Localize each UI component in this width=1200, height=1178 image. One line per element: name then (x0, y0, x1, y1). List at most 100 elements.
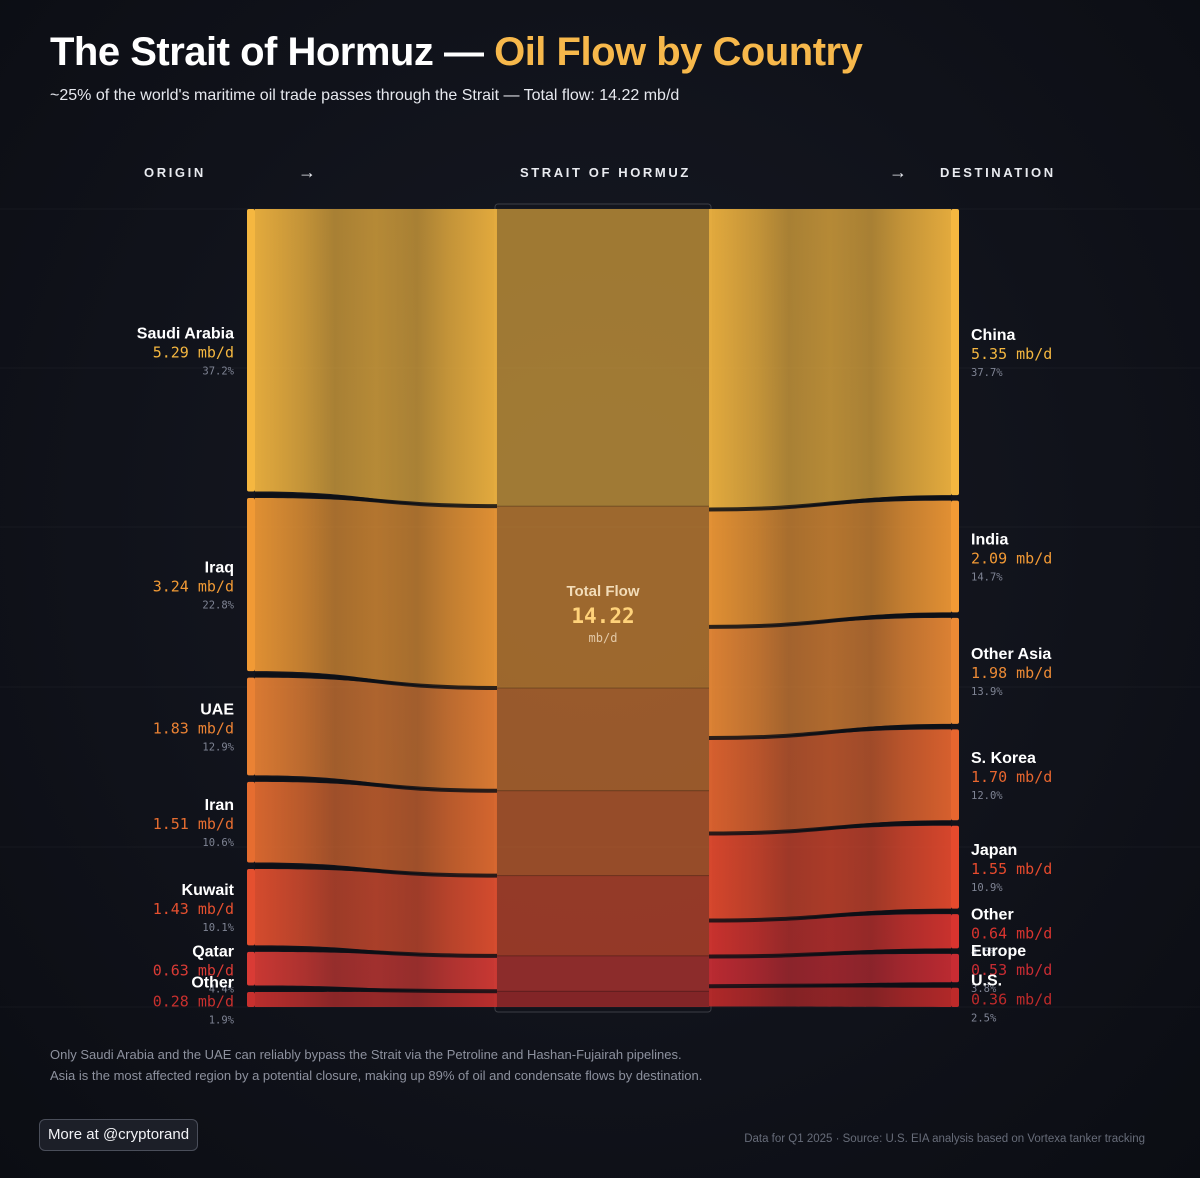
ribbon-separator (708, 909, 952, 923)
origin-node (247, 869, 255, 946)
total-flow-label: Total Flow 14.22 mb/d (566, 583, 639, 645)
origin-node (247, 781, 255, 863)
flow-ribbon-destination (709, 953, 951, 987)
destination-node (951, 987, 959, 1007)
strait-band (497, 790, 709, 876)
ribbon-separator (254, 672, 498, 691)
origin-node (247, 951, 255, 986)
origin-name: Iran (205, 797, 234, 814)
destination-name: China (971, 327, 1016, 344)
destination-value: 5.35 mb/d (971, 345, 1052, 363)
origin-share: 12.9% (202, 741, 234, 753)
ribbon-separator (254, 946, 498, 958)
origin-share: 1.9% (209, 1015, 235, 1027)
destination-share: 37.7% (971, 367, 1003, 379)
destination-name: Other (971, 906, 1014, 923)
origin-share: 22.8% (202, 600, 234, 612)
destination-name: Europe (971, 943, 1026, 960)
destination-value: 0.53 mb/d (971, 961, 1052, 979)
flow-ribbon-origin (255, 951, 497, 992)
destination-node (951, 914, 959, 949)
flow-ribbon-destination (709, 729, 951, 834)
destination-share: 4.5% (971, 946, 997, 958)
destination-value: 0.64 mb/d (971, 924, 1052, 942)
origin-name: Qatar (192, 944, 234, 961)
title-main: The Strait of Hormuz — (50, 30, 495, 74)
destination-value: 1.55 mb/d (971, 860, 1052, 878)
title-accent: Oil Flow by Country (494, 30, 863, 74)
more-button[interactable]: More at @cryptorand (39, 1119, 198, 1151)
strait-band (497, 991, 709, 1007)
origin-share: 10.1% (202, 922, 234, 934)
ribbon-separator (254, 776, 498, 793)
origin-share: 37.2% (202, 365, 234, 377)
strait-band (497, 955, 709, 992)
origin-value: 1.83 mb/d (153, 719, 234, 737)
origin-node (247, 498, 255, 672)
total-flow-value: 14.22 (571, 604, 634, 628)
destination-name: U.S. (971, 972, 1002, 989)
destination-name: Other Asia (971, 646, 1051, 663)
destination-node (951, 729, 959, 821)
destination-node (951, 825, 959, 909)
flow-ribbon-destination (709, 914, 951, 957)
ribbon-separator (254, 987, 498, 994)
subtitle: ~25% of the world's maritime oil trade p… (50, 87, 680, 104)
destination-name: India (971, 532, 1008, 549)
origin-value: 0.63 mb/d (153, 962, 234, 980)
origin-value: 5.29 mb/d (153, 343, 234, 361)
total-flow-unit: mb/d (589, 631, 618, 645)
strait-band (497, 688, 709, 791)
destination-share: 12.0% (971, 790, 1003, 802)
strait-column-header: STRAIT OF HORMUZ (520, 165, 691, 180)
destination-share: 2.5% (971, 1012, 997, 1024)
origin-name: Saudi Arabia (137, 325, 234, 342)
strait-bands (497, 209, 709, 1007)
origin-name: Iraq (205, 560, 234, 577)
origin-value: 1.51 mb/d (153, 815, 234, 833)
destination-node (951, 500, 959, 613)
destination-node (951, 209, 959, 496)
flow-ribbon-destination (709, 209, 951, 510)
strait-band (497, 209, 709, 507)
flow-ribbon-destination (709, 617, 951, 739)
flow-ribbon-destination (709, 986, 951, 1007)
destination-node (951, 953, 959, 983)
ribbon-separator (254, 493, 498, 509)
ribbon-separator (708, 724, 952, 741)
destination-value: 0.36 mb/d (971, 990, 1052, 1008)
origin-node (247, 992, 255, 1007)
note-line-1: Only Saudi Arabia and the UAE can reliab… (50, 1047, 682, 1062)
destination-share: 14.7% (971, 572, 1003, 584)
ribbon-separator (708, 820, 952, 836)
page-title: The Strait of Hormuz — Oil Flow by Count… (50, 30, 863, 75)
origin-share: 4.4% (209, 984, 235, 996)
flow-ribbon-destination (709, 500, 951, 627)
origin-node (247, 209, 255, 492)
origin-name: UAE (200, 701, 234, 718)
ribbon-separator (708, 982, 952, 989)
flow-ribbon-origin (255, 781, 497, 876)
destination-value: 1.98 mb/d (971, 664, 1052, 682)
destination-share: 10.9% (971, 882, 1003, 894)
ribbon-separator (708, 948, 952, 959)
strait-band (497, 875, 709, 956)
origin-name: Kuwait (182, 882, 235, 899)
origin-node (247, 677, 255, 776)
origin-value: 1.43 mb/d (153, 900, 234, 918)
origin-value: 0.28 mb/d (153, 993, 234, 1011)
arrow-right-icon: → (298, 162, 316, 182)
ribbon-separator (708, 495, 952, 512)
flow-ribbon-origin (255, 677, 497, 791)
flow-ribbon-origin (255, 209, 497, 507)
destination-name: S. Korea (971, 750, 1036, 767)
destination-column-header: DESTINATION (940, 165, 1056, 180)
destination-share: 3.8% (971, 983, 997, 995)
origin-name: Other (191, 975, 234, 992)
ribbon-separator (254, 864, 498, 878)
nodes (247, 209, 959, 1007)
origin-share: 10.6% (202, 837, 234, 849)
ribbon-separator (708, 612, 952, 629)
